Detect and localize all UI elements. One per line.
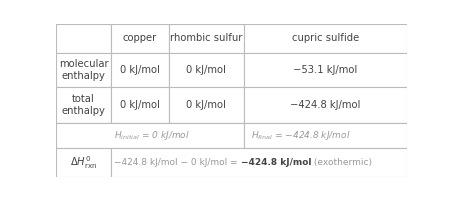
Text: $H_{\mathregular{final}}$ = −424.8 kJ/mol: $H_{\mathregular{final}}$ = −424.8 kJ/mo… xyxy=(250,129,350,142)
Text: copper: copper xyxy=(122,33,156,43)
Bar xyxy=(56,123,110,148)
Text: −424.8 kJ/mol − 0 kJ/mol =: −424.8 kJ/mol − 0 kJ/mol = xyxy=(114,158,240,167)
Text: $H_{\mathregular{initial}}$ = 0 kJ/mol: $H_{\mathregular{initial}}$ = 0 kJ/mol xyxy=(114,129,190,142)
Bar xyxy=(244,123,406,148)
Bar xyxy=(56,88,110,123)
Bar xyxy=(168,88,244,123)
Bar xyxy=(56,123,244,148)
Bar xyxy=(168,24,244,53)
Text: molecular
enthalpy: molecular enthalpy xyxy=(59,59,108,81)
Text: −424.8 kJ/mol: −424.8 kJ/mol xyxy=(290,100,360,110)
Bar xyxy=(56,148,110,177)
Bar xyxy=(244,53,406,88)
Text: cupric sulfide: cupric sulfide xyxy=(291,33,358,43)
Text: −424.8 kJ/mol: −424.8 kJ/mol xyxy=(240,158,311,167)
Bar xyxy=(244,24,406,53)
Bar xyxy=(110,148,168,177)
Bar xyxy=(244,123,406,148)
Bar xyxy=(244,88,406,123)
Bar xyxy=(168,53,244,88)
Text: $\Delta H^0_{\mathregular{rxn}}$: $\Delta H^0_{\mathregular{rxn}}$ xyxy=(70,154,97,171)
Text: −53.1 kJ/mol: −53.1 kJ/mol xyxy=(293,65,357,75)
Text: rhombic sulfur: rhombic sulfur xyxy=(170,33,242,43)
Bar xyxy=(56,24,110,53)
Text: 0 kJ/mol: 0 kJ/mol xyxy=(120,100,159,110)
Bar xyxy=(110,148,406,177)
Bar xyxy=(56,148,110,177)
Text: 0 kJ/mol: 0 kJ/mol xyxy=(186,65,226,75)
Bar xyxy=(110,88,168,123)
Text: 0 kJ/mol: 0 kJ/mol xyxy=(186,100,226,110)
Text: total
enthalpy: total enthalpy xyxy=(62,94,106,116)
Bar xyxy=(168,148,244,177)
Bar xyxy=(56,53,110,88)
Bar xyxy=(110,123,168,148)
Bar xyxy=(110,24,168,53)
Bar xyxy=(168,123,244,148)
Text: 0 kJ/mol: 0 kJ/mol xyxy=(120,65,159,75)
Bar xyxy=(244,148,406,177)
Text: (exothermic): (exothermic) xyxy=(311,158,372,167)
Bar xyxy=(110,53,168,88)
